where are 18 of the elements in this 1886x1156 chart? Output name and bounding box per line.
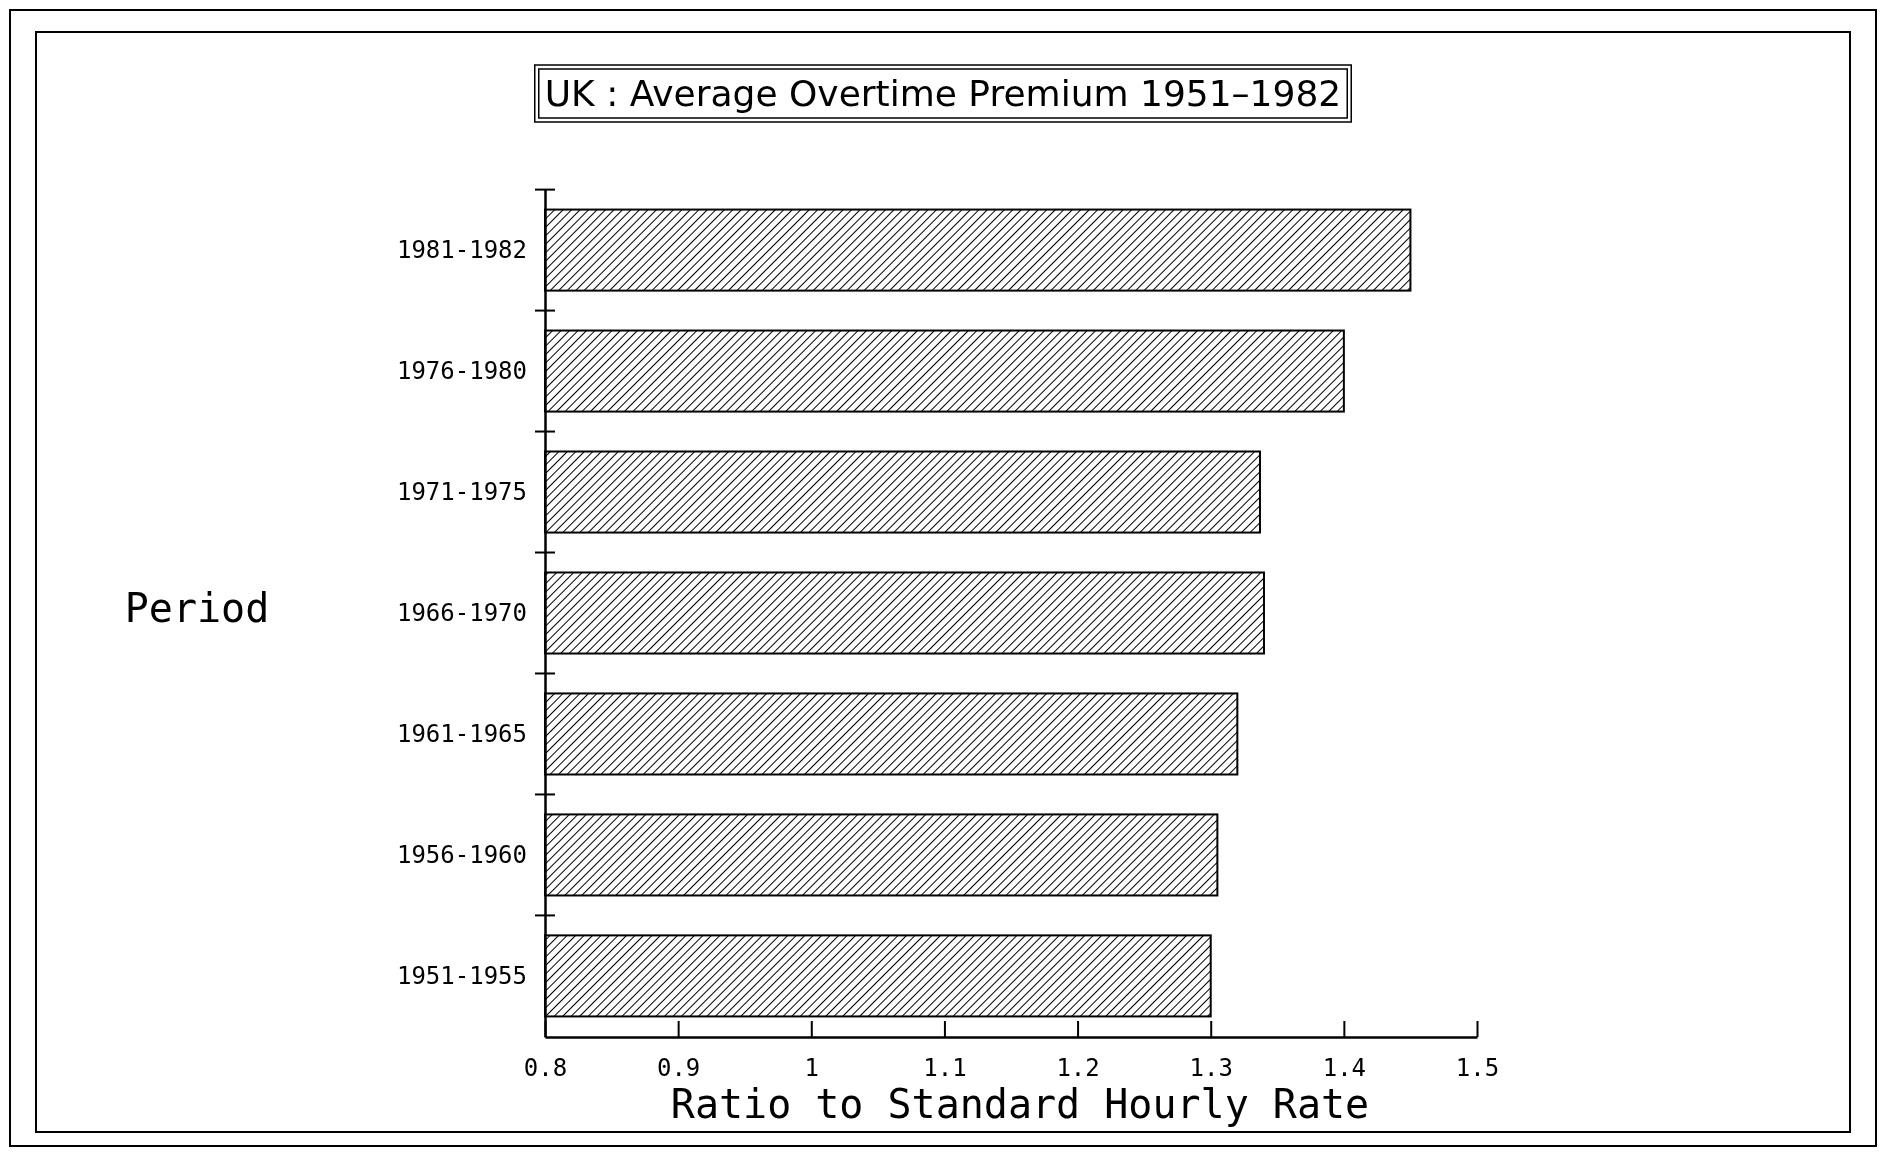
x-tick-label: 1.1: [923, 1054, 967, 1082]
y-tick-label: 1961-1965: [396, 719, 527, 748]
x-tick-label: 1.4: [1322, 1054, 1367, 1082]
chart-title: UK : Average Overtime Premium 1951–1982: [544, 73, 1342, 114]
y-tick-label: 1951-1955: [396, 961, 527, 990]
y-tick-label: 1966-1970: [396, 598, 527, 627]
y-tick-label: 1976-1980: [396, 356, 527, 385]
y-tick-label: 1981-1982: [396, 235, 527, 264]
x-tick-label: 1.2: [1056, 1054, 1100, 1082]
x-tick-label: 0.8: [523, 1054, 568, 1082]
y-tick-label: 1956-1960: [396, 840, 527, 869]
y-tick-label: 1971-1975: [396, 477, 527, 506]
x-tick-label: 1.3: [1189, 1054, 1233, 1082]
x-tick-label: 1.5: [1455, 1054, 1500, 1082]
y-axis-title: Period: [124, 585, 270, 631]
x-axis-title: Ratio to Standard Hourly Rate: [670, 1081, 1370, 1127]
x-tick-label: 1: [804, 1054, 820, 1082]
x-tick-label: 0.9: [656, 1054, 701, 1082]
